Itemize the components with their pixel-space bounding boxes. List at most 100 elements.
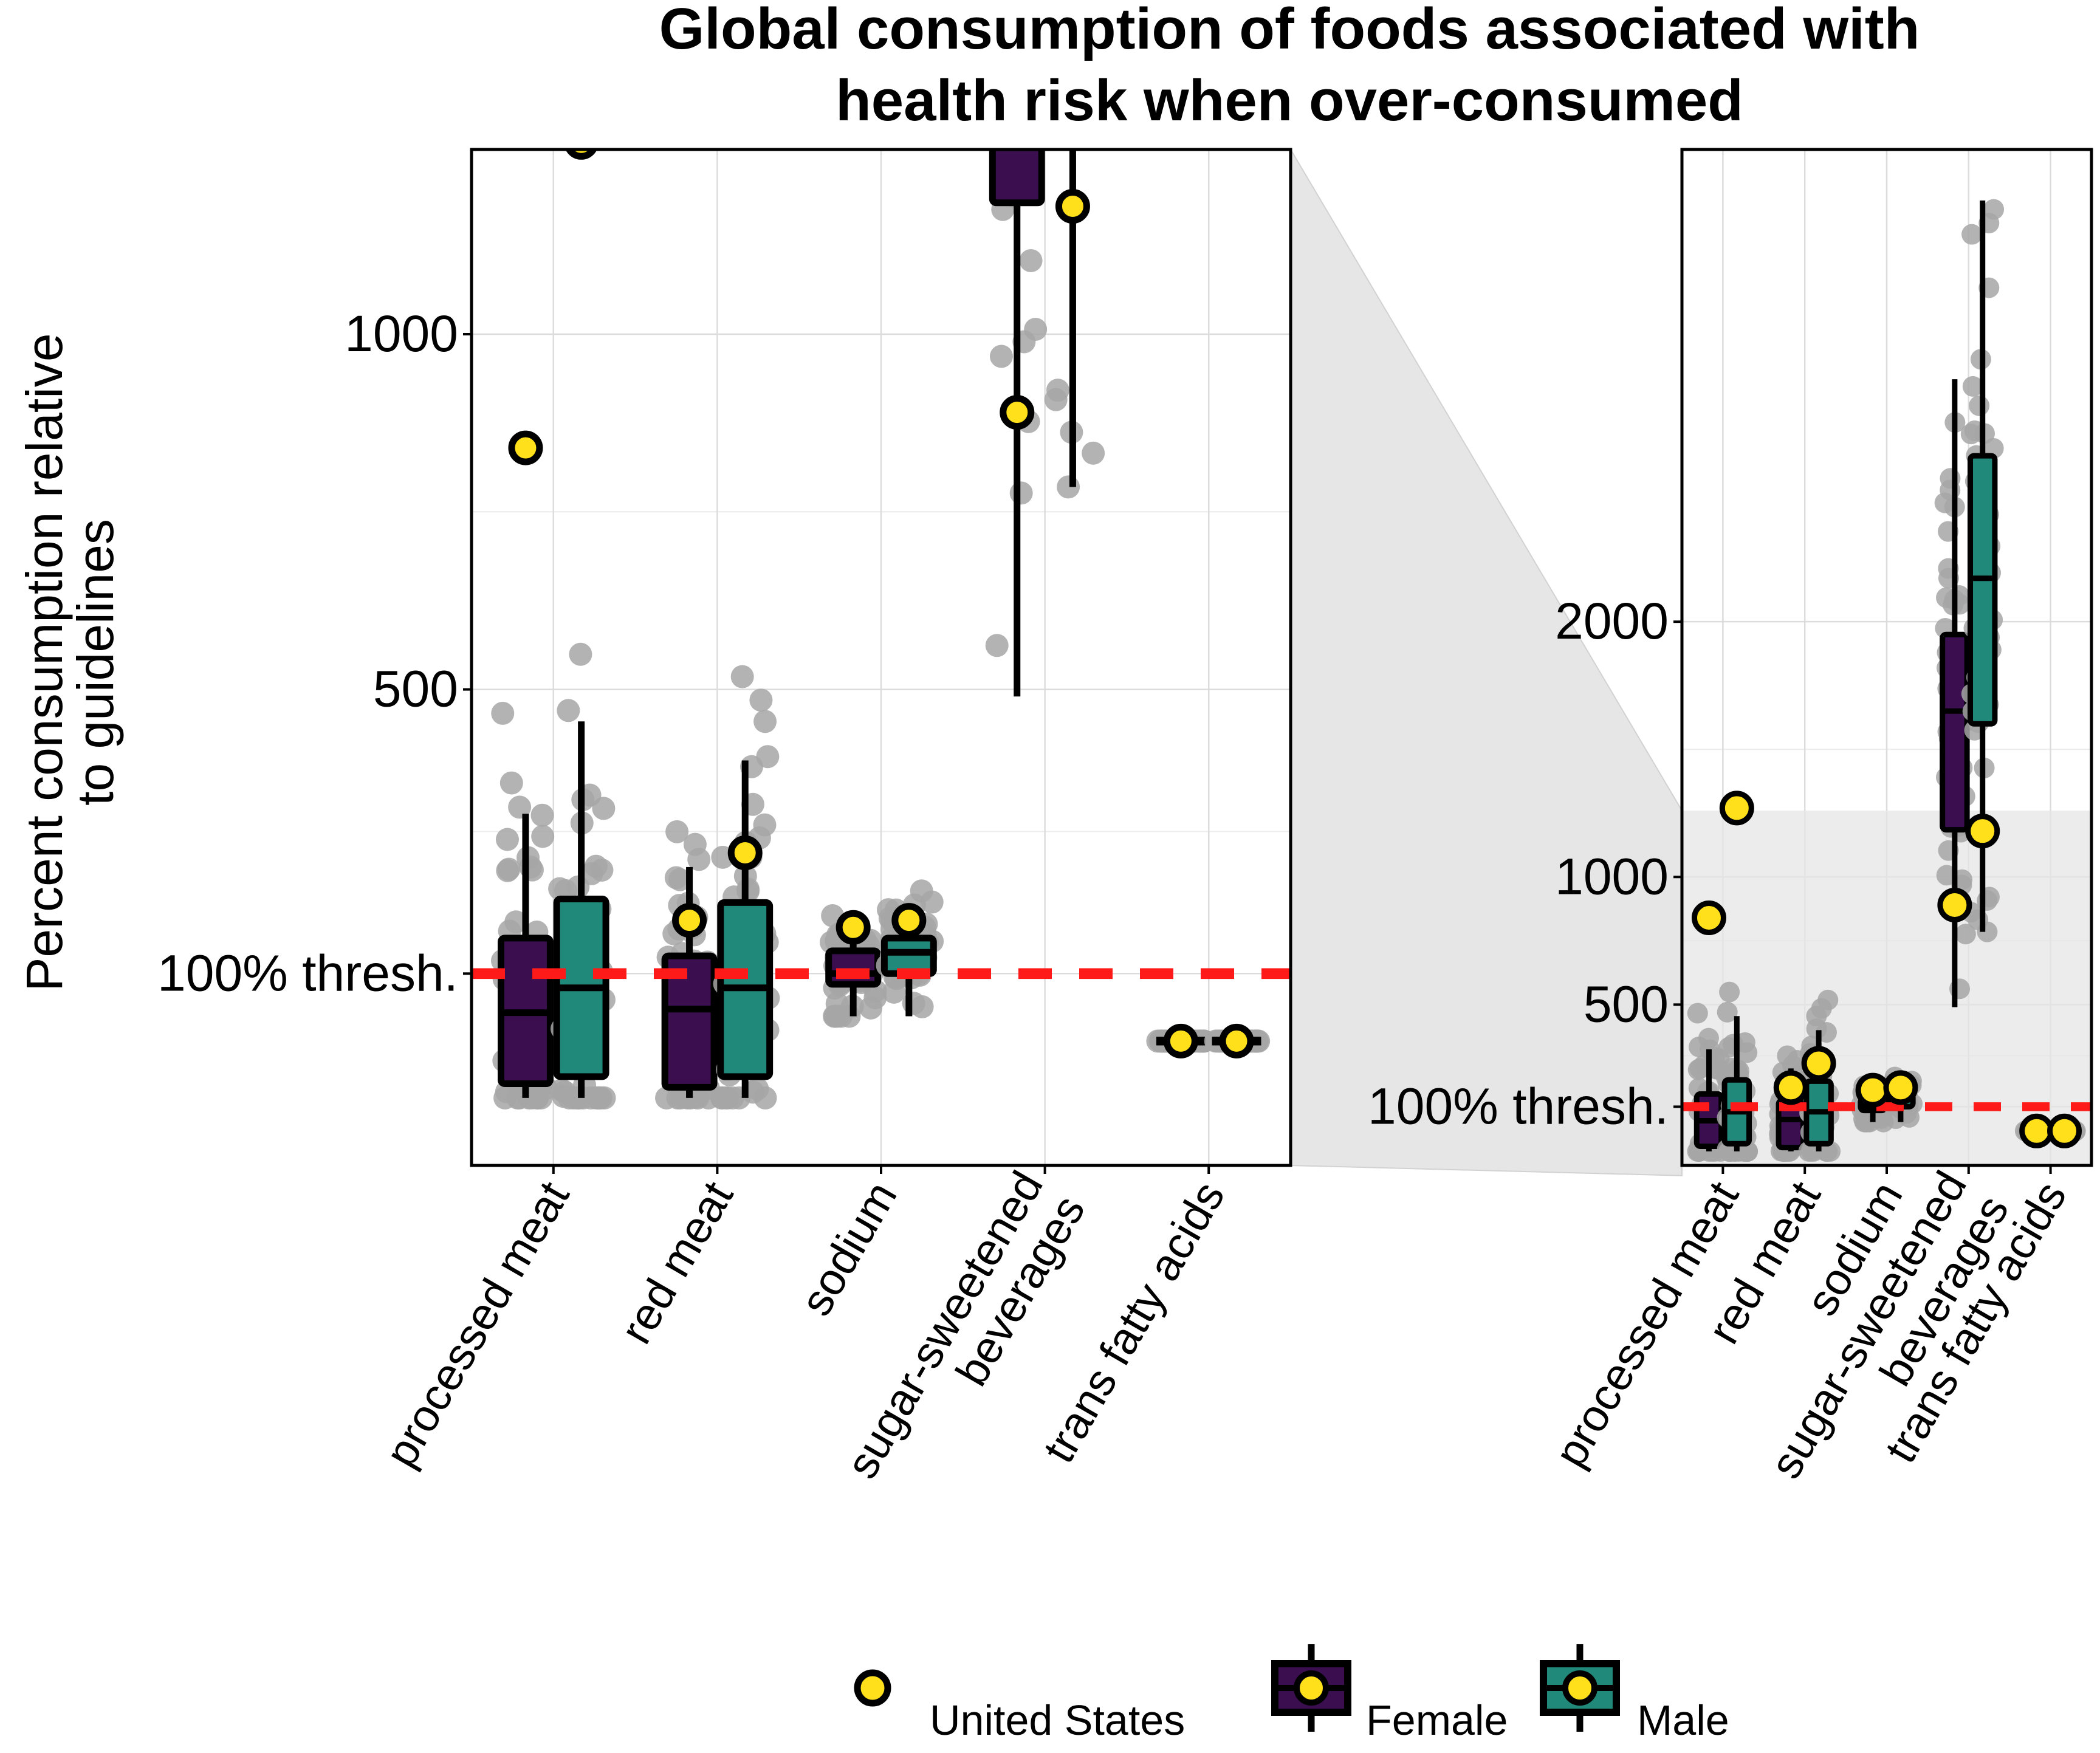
us-point-female-sugar-sweetened-beverages: [1937, 887, 1972, 922]
country-point: [665, 820, 689, 843]
country-point: [557, 699, 580, 722]
country-point: [1737, 1042, 1758, 1063]
chart-title-line-1: Global consumption of foods associated w…: [659, 0, 1920, 61]
us-point-female-red-meat: [1773, 1070, 1808, 1105]
country-point: [493, 1086, 517, 1110]
country-point: [1806, 1006, 1827, 1027]
country-point: [1689, 1036, 1710, 1057]
country-point: [1689, 1058, 1711, 1079]
country-point: [910, 879, 933, 903]
us-point-female-processed-meat: [508, 430, 543, 465]
y-tick-label: 100% thresh.: [1368, 1077, 1669, 1134]
country-point: [1971, 50, 1992, 70]
us-point-male-trans-fatty-acids: [1219, 1023, 1254, 1058]
x-tick-label-processed-meat: processed meat: [376, 1173, 579, 1475]
country-point: [1962, 67, 1983, 88]
country-point: [730, 665, 754, 688]
y-tick-label: 2000: [1555, 592, 1669, 650]
main-panel-y-axis: 100% thresh. 500 1000: [157, 305, 472, 1001]
country-point: [569, 642, 592, 666]
x-tick-label-red-meat: red meat: [610, 1173, 743, 1352]
y-axis-title-line-2: to guidelines: [67, 519, 124, 806]
inset-panel-plot-area: [1682, 50, 2091, 1162]
country-point: [1718, 1037, 1740, 1058]
country-point: [1019, 249, 1043, 272]
us-point-male-processed-meat: [565, 149, 597, 160]
country-point: [495, 828, 519, 851]
country-point: [499, 771, 523, 795]
y-tick-label: 500: [373, 660, 458, 718]
country-point: [530, 803, 554, 827]
chart-title-line-2: health risk when over-consumed: [836, 68, 1743, 133]
box-female-sugar-sweetened-beverages: [989, 149, 1045, 207]
x-tick-label-line: red meat: [610, 1173, 743, 1352]
legend-label-us: United States: [930, 1696, 1185, 1744]
us-point-female-processed-meat: [1691, 901, 1726, 936]
y-tick-label: 500: [1584, 975, 1669, 1032]
country-point: [1949, 585, 1970, 606]
y-tick-label: 100% thresh.: [157, 944, 458, 1001]
legend-label-female: Female: [1366, 1696, 1508, 1744]
country-point: [1057, 475, 1080, 499]
country-point: [588, 1086, 612, 1110]
us-point-male-sugar-sweetened-beverages: [1055, 189, 1090, 224]
inset-panel-y-axis: 100% thresh. 500 1000 2000: [1368, 592, 1682, 1134]
box-female-sodium: [825, 947, 882, 988]
legend: United States Female Male: [854, 1644, 1729, 1744]
country-point: [1961, 224, 1983, 245]
country-point: [1717, 1001, 1738, 1023]
us-point-female-red-meat: [672, 903, 707, 938]
country-point: [668, 868, 691, 891]
legend-label-male: Male: [1637, 1696, 1729, 1744]
country-point: [1024, 318, 1048, 341]
country-point: [1687, 1003, 1708, 1024]
us-point-male-red-meat: [727, 835, 763, 871]
x-tick-label-line: sodium: [791, 1173, 907, 1324]
country-point: [753, 1086, 777, 1110]
country-point: [592, 797, 616, 820]
country-point: [1009, 481, 1033, 505]
country-point: [491, 701, 515, 725]
country-point: [1719, 981, 1740, 1003]
box-female-sugar-sweetened-beverages: [1940, 631, 1970, 833]
us-point-male-sodium: [891, 903, 927, 938]
country-point: [753, 710, 777, 733]
us-point-female-sodium: [836, 910, 871, 945]
country-point: [1817, 989, 1839, 1010]
y-axis-title-line-1: Percent consumption relative: [16, 333, 73, 991]
country-point: [580, 862, 603, 885]
country-point: [1046, 379, 1069, 402]
country-point: [1082, 441, 1105, 465]
legend-male-key: [1540, 1644, 1620, 1732]
y-tick-label: 1000: [345, 305, 458, 362]
us-point-female-trans-fatty-acids: [1163, 1023, 1198, 1058]
us-point-male-sugar-sweetened-beverages: [1965, 814, 2000, 849]
us-point-female-trans-fatty-acids: [2019, 1113, 2054, 1148]
country-point: [655, 1086, 679, 1110]
x-tick-label-line: processed meat: [376, 1173, 579, 1475]
country-point: [508, 795, 532, 819]
us-point-female-sodium: [1855, 1072, 1890, 1108]
country-point: [1962, 376, 1983, 397]
x-tick-label-sodium: sodium: [791, 1173, 907, 1324]
country-point: [497, 857, 521, 881]
us-point-male-sodium: [1883, 1070, 1918, 1105]
country-point: [825, 992, 849, 1015]
us-point-male-trans-fatty-acids: [2047, 1113, 2082, 1148]
y-axis-title: Percent consumption relative to guidelin…: [16, 333, 124, 991]
legend-female-key: [1271, 1644, 1351, 1732]
box-female-red-meat: [661, 952, 718, 1091]
us-point-female-sugar-sweetened-beverages: [1000, 395, 1035, 430]
box-male-sugar-sweetened-beverages: [1967, 453, 1998, 727]
y-tick-label: 1000: [1555, 848, 1669, 905]
us-point-male-red-meat: [1801, 1046, 1836, 1081]
country-point: [710, 1086, 734, 1110]
country-point: [989, 345, 1013, 368]
us-point-male-processed-meat: [1719, 791, 1754, 826]
main-panel: 100% thresh. 500 1000 processed meat red mea…: [157, 148, 1292, 1487]
country-point: [1969, 395, 1990, 416]
main-panel-plot-area: [472, 149, 1291, 1110]
